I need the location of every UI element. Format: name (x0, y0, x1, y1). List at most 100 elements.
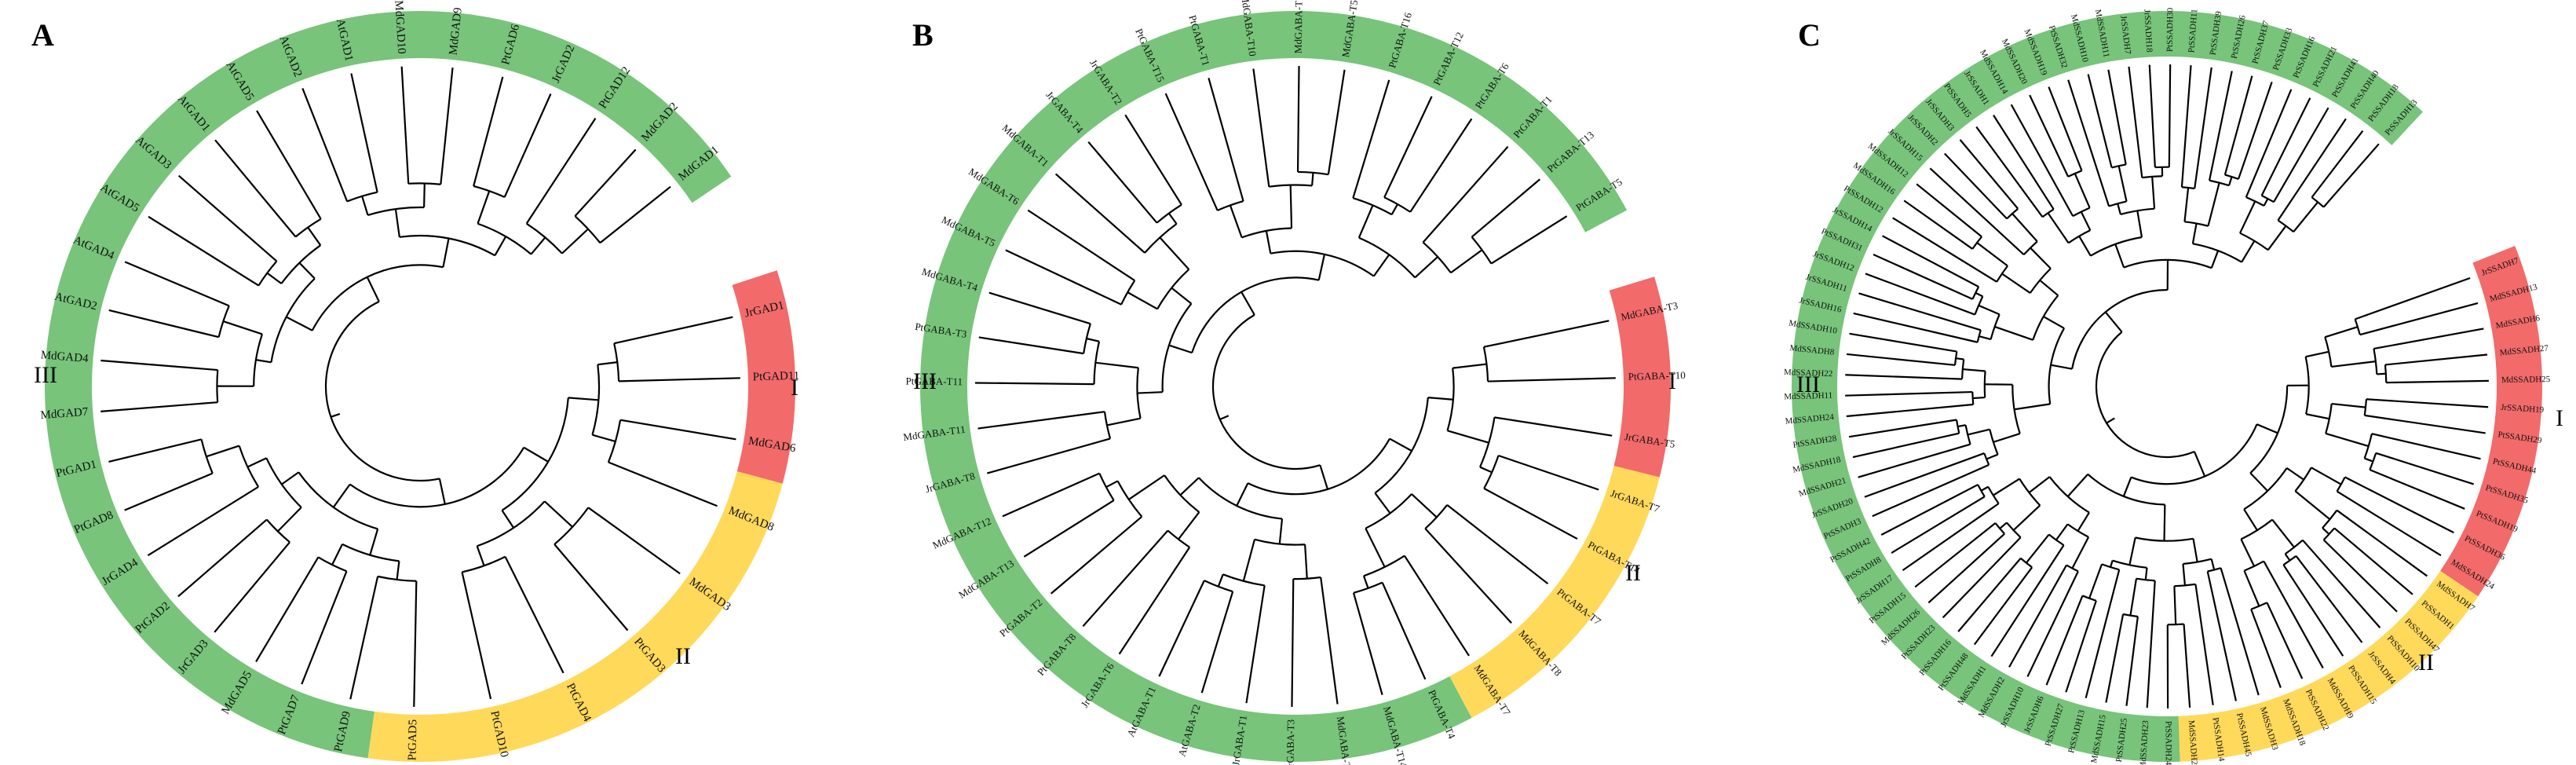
tree-branch (281, 471, 300, 485)
tree-node-arc (2011, 384, 2021, 434)
tree-node-arc (2240, 518, 2273, 540)
tree-branch (223, 320, 263, 335)
tree-node-arc (1971, 286, 1980, 300)
tree-node-arc (1974, 295, 1984, 315)
tree-node-arc (2072, 207, 2091, 218)
tree-node-arc (2131, 423, 2258, 485)
tree-branch (525, 117, 597, 225)
tree-branch (1409, 118, 1473, 213)
tree-branch (2377, 372, 2386, 375)
tree-branch (2168, 64, 2172, 167)
clade-label-i: I (791, 375, 798, 401)
tree-branch (2065, 600, 2097, 693)
tree-branch (2243, 570, 2260, 607)
tree-branch (1483, 320, 1610, 348)
leaf-label: MdGABA-T16 (1292, 0, 1305, 53)
tree-branch (1311, 172, 1314, 186)
tree-node-arc (2322, 510, 2338, 529)
tree-branch (1845, 390, 1973, 397)
tree-branch (2322, 539, 2398, 613)
leaf-label: PtSSADH11 (2187, 9, 2199, 53)
tree-branch (977, 411, 1105, 430)
tree-branch (1846, 403, 1974, 418)
tree-branch (2105, 613, 2125, 703)
tree-branch (1167, 212, 1178, 225)
tree-branch (2386, 379, 2489, 384)
tree-branch (1452, 363, 1487, 369)
leaf-label: JrSSADH7 (2118, 15, 2132, 55)
tree-branch (2364, 414, 2486, 434)
tree-node-arc (591, 364, 601, 436)
tree-branch (1916, 183, 1982, 238)
tree-branch (1972, 396, 1986, 400)
tree-branch (124, 472, 214, 511)
tree-branch (1383, 96, 1433, 198)
tree-node-arc (2122, 613, 2139, 618)
tree-branch (2282, 564, 2344, 657)
tree-branch (2045, 595, 2084, 686)
tree-branch (1027, 209, 1135, 282)
tree-branch (608, 461, 718, 507)
tree-node-arc (1483, 455, 1500, 489)
tree-branch (1891, 496, 1986, 554)
tree-branch (1291, 579, 1295, 707)
tree-node-arc (1971, 392, 1975, 405)
tree-branch (1880, 484, 1979, 536)
tree-node-arc (1254, 538, 1306, 546)
tree-branch (2273, 107, 2329, 203)
tree-branch (2294, 490, 2331, 521)
tree-node-arc (2022, 240, 2038, 255)
tree-branch (1087, 141, 1158, 224)
tree-node-arc (2167, 623, 2184, 626)
tree-branch (177, 518, 268, 598)
tree-branch (214, 139, 297, 238)
tree-branch (2311, 467, 2342, 485)
tree-branch (400, 66, 410, 184)
tree-branch (349, 576, 379, 700)
tree-branch (2331, 402, 2366, 408)
tree-branch (494, 236, 507, 256)
tree-branch (561, 228, 589, 254)
tree-branch (1404, 555, 1470, 657)
tree-branch (2263, 561, 2324, 669)
tree-node-arc (1971, 236, 1982, 250)
leaf-label: PtGABA-T11 (905, 375, 963, 387)
tree-branch (1999, 522, 2008, 529)
tree-branch (413, 580, 418, 707)
panel-letter: B (912, 17, 934, 53)
leaf-label: MdSSADH11 (1784, 391, 1832, 402)
tree-branch (1422, 145, 1509, 243)
tree-branch (1865, 273, 1975, 316)
tree-branch (2043, 316, 2065, 329)
tree-branch (1962, 368, 1986, 372)
tree-branch (2263, 198, 2269, 207)
tree-branch (1994, 325, 2033, 341)
tree-branch (2325, 432, 2370, 448)
tree-branch (1245, 585, 1266, 704)
tree-branch (1848, 419, 1957, 438)
tree-branch (247, 457, 267, 468)
clade-label-iii: III (34, 362, 57, 388)
tree-branch (476, 545, 485, 566)
tree-branch (1365, 528, 1386, 568)
tree-branch (2355, 276, 2471, 320)
tree-node-arc (1120, 280, 1136, 306)
tree-node-arc (1471, 236, 1493, 265)
tree-branch (988, 291, 1091, 325)
tree-node-arc (2174, 583, 2196, 587)
tree-branch (2066, 474, 2089, 497)
tree-node-arc (1217, 199, 1244, 211)
tree-branch (1289, 185, 1293, 229)
tree-branch (1319, 464, 1329, 490)
tree-branch (1845, 374, 1963, 380)
tree-branch (1086, 337, 1100, 342)
tree-branch (2223, 75, 2253, 175)
tree-branch (2011, 213, 2038, 243)
tree-branch (1427, 397, 1453, 401)
tree-branch (438, 478, 446, 505)
tree-branch (2228, 176, 2233, 186)
tree-branch (108, 438, 202, 463)
tree-branch (613, 316, 733, 345)
tree-branch (1158, 580, 1205, 677)
tree-branch (1479, 466, 1493, 474)
